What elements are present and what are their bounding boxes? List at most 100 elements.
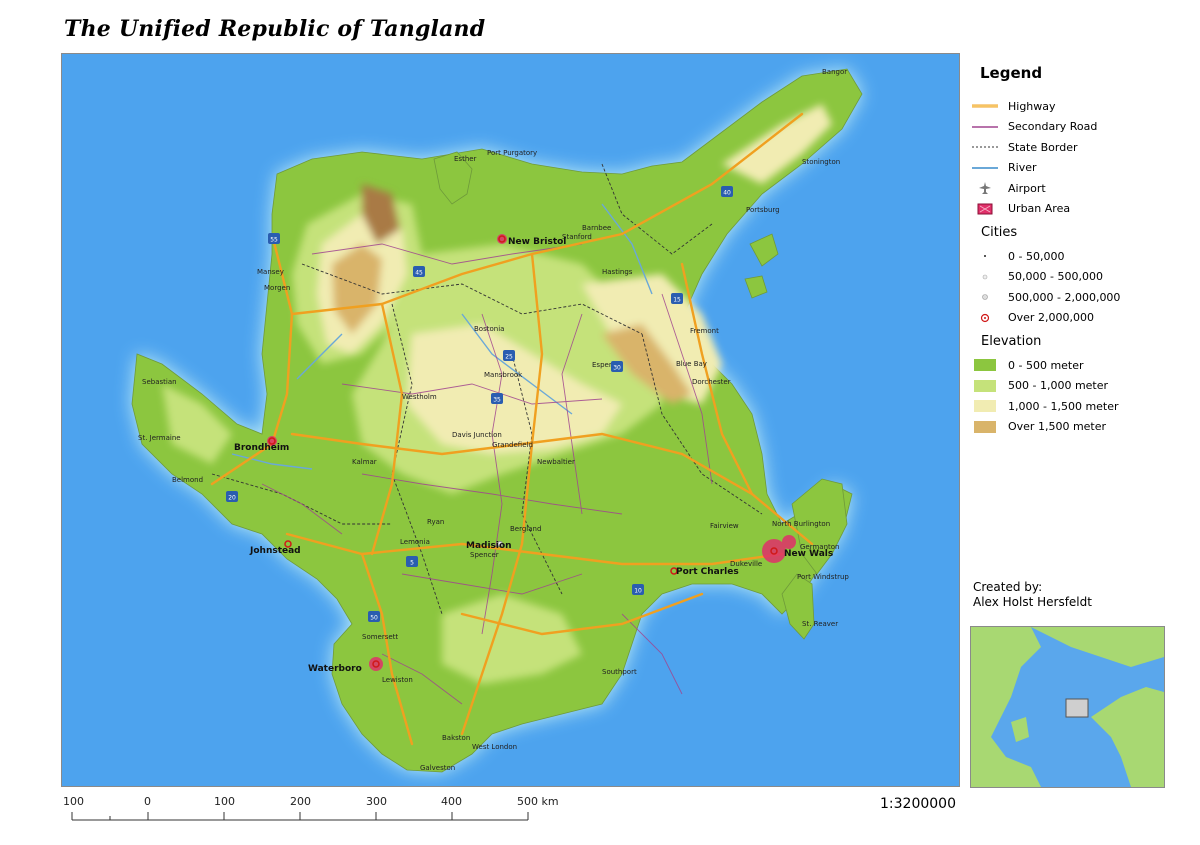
islands — [433, 151, 848, 640]
city-label: Ryan — [427, 518, 444, 526]
svg-text:20: 20 — [228, 495, 236, 502]
capital-dot-icon — [972, 311, 998, 325]
city-label: Newbaltier — [537, 458, 575, 466]
legend: Legend Highway Secondary Road State Bord… — [972, 60, 1192, 437]
city-dot-icon — [972, 270, 998, 284]
legend-label: 50,000 - 500,000 — [1008, 270, 1103, 284]
city-label: Port Purgatory — [487, 149, 537, 157]
credit-line: Created by: — [973, 580, 1043, 594]
scale-tick-label: 100 — [63, 795, 84, 808]
city-points — [268, 235, 778, 668]
city-label: Dorchester — [692, 378, 731, 386]
svg-text:55: 55 — [270, 237, 278, 244]
legend-label: State Border — [1008, 140, 1078, 154]
map-title: The Unified Republic of Tangland — [64, 16, 486, 42]
legend-item-airport: Airport — [972, 178, 1192, 199]
city-label: Galveston — [420, 764, 455, 772]
city-label: Westholm — [402, 393, 437, 401]
legend-label: 500 - 1,000 meter — [1008, 379, 1109, 393]
city-label: Mansbrook — [484, 371, 523, 379]
city-labels: New Bristol Brondheim Johnstead Madision… — [138, 68, 849, 772]
legend-label: Over 2,000,000 — [1008, 311, 1094, 325]
legend-title: Legend — [980, 64, 1043, 82]
scale-tick-label: 400 — [441, 795, 462, 808]
secondary-roads — [261, 243, 713, 705]
city-label: Stonington — [802, 158, 840, 166]
highway-shield: 30 — [611, 361, 623, 372]
elevation-layers — [162, 104, 832, 684]
highway-symbol — [972, 99, 998, 113]
highway-shield: 40 — [721, 186, 733, 197]
legend-item-urban-area: Urban Area — [972, 199, 1192, 220]
city-label: Lemonia — [400, 538, 430, 546]
legend-elevation-title: Elevation — [981, 334, 1042, 349]
legend-item-river: River — [972, 158, 1192, 179]
city-label: Port Charles — [676, 567, 739, 577]
city-label: West London — [472, 743, 517, 751]
city-dot-icon — [972, 290, 998, 304]
legend-elevation-2: 1,000 - 1,500 meter — [972, 396, 1192, 417]
legend-city-medium: 50,000 - 500,000 — [972, 267, 1192, 288]
elevation-swatch — [972, 399, 998, 413]
city-label: New Wals — [784, 549, 833, 559]
city-label: Brondheim — [234, 443, 289, 453]
city-label: Mansey — [257, 268, 284, 276]
city-label: Blue Bay — [676, 360, 707, 368]
secondary-road-symbol — [972, 120, 998, 134]
highway-shield: 20 — [226, 491, 238, 502]
city-label: Grandefield — [492, 441, 533, 449]
city-label: Barnbee — [582, 224, 611, 232]
legend-label: Secondary Road — [1008, 120, 1098, 134]
city-label: Bakston — [442, 734, 470, 742]
credit: Created by: Alex Holst Hersfeldt — [973, 580, 1092, 610]
svg-text:5: 5 — [410, 560, 414, 567]
scale-ratio: 1:3200000 — [880, 796, 956, 812]
locator-box — [1065, 698, 1089, 718]
map-canvas[interactable]: New Bristol Brondheim Johnstead Madision… — [61, 53, 960, 787]
state-border-symbol — [972, 140, 998, 154]
legend-label: 0 - 500 meter — [1008, 358, 1084, 372]
airplane-icon — [972, 181, 998, 195]
highway-shield: 10 — [632, 584, 644, 595]
scale-bar: 100 0 100 200 300 400 500 km — [60, 790, 560, 830]
scale-tick-label: 500 km — [517, 795, 559, 808]
river-symbol — [972, 161, 998, 175]
city-label: Stanford — [562, 233, 592, 241]
urban-area-symbol — [972, 202, 998, 216]
city-label: Sebastian — [142, 378, 177, 386]
city-label: Davis Junction — [452, 431, 502, 439]
legend-label: Airport — [1008, 181, 1046, 195]
city-label: Spencer — [470, 551, 499, 559]
city-label: Belmond — [172, 476, 203, 484]
city-label: Esperan — [592, 361, 620, 369]
svg-text:30: 30 — [613, 365, 621, 372]
svg-text:25: 25 — [505, 354, 513, 361]
legend-item-highway: Highway — [972, 96, 1192, 117]
legend-item-secondary-road: Secondary Road — [972, 117, 1192, 138]
legend-city-capital: Over 2,000,000 — [972, 308, 1192, 329]
city-label: North Burlington — [772, 520, 830, 528]
legend-label: 1,000 - 1,500 meter — [1008, 399, 1119, 413]
city-label: Kalmar — [352, 458, 377, 466]
legend-elevation-1: 500 - 1,000 meter — [972, 376, 1192, 397]
svg-text:15: 15 — [673, 297, 681, 304]
svg-text:35: 35 — [493, 397, 501, 404]
highway-shield: 55 — [268, 233, 280, 244]
city-label: Esther — [454, 155, 477, 163]
city-label: Bostonia — [474, 325, 504, 333]
city-label: New Bristol — [508, 237, 566, 247]
legend-elevation-3: Over 1,500 meter — [972, 417, 1192, 438]
legend-label: Over 1,500 meter — [1008, 420, 1107, 434]
city-label: Somersett — [362, 633, 398, 641]
highway-shield: 35 — [491, 393, 503, 404]
highway-shields: 55 45 20 25 35 30 15 40 10 5 50 — [226, 186, 733, 622]
legend-label: River — [1008, 161, 1037, 175]
legend-label: 0 - 50,000 — [1008, 249, 1065, 263]
city-label: Bangor — [822, 68, 847, 76]
city-label: Southport — [602, 668, 637, 676]
city-label: Bergland — [510, 525, 541, 533]
city-label: Germanton — [800, 543, 840, 551]
credit-author: Alex Holst Hersfeldt — [973, 595, 1092, 609]
svg-text:50: 50 — [370, 615, 378, 622]
legend-city-small: 0 - 50,000 — [972, 246, 1192, 267]
